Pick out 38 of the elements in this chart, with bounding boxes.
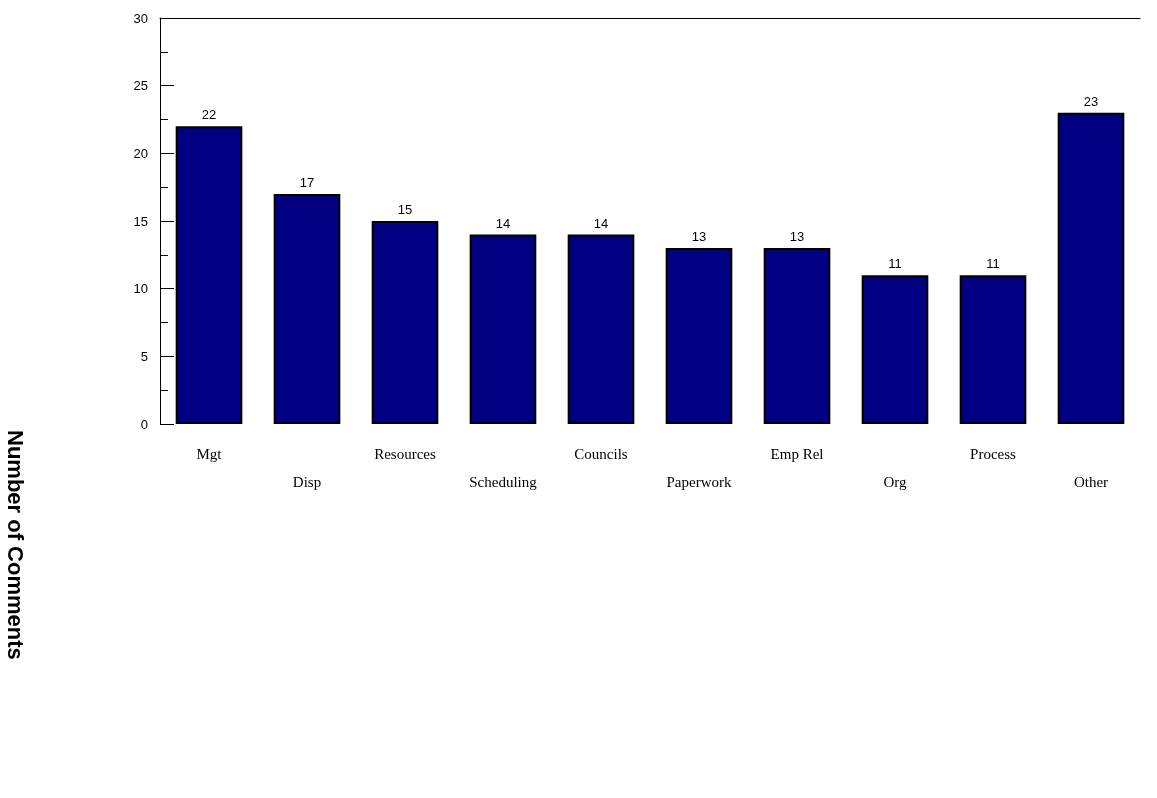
bar [273, 193, 341, 424]
bar [861, 275, 929, 424]
data-label: 13 [691, 229, 707, 245]
data-label: 11 [986, 256, 1000, 272]
y-tick-label: 15 [133, 213, 148, 229]
x-tick-label: Emp Rel [770, 446, 824, 462]
y-tick-label: 5 [140, 348, 148, 364]
data-label: 14 [593, 215, 609, 231]
x-tick-label: Disp [292, 474, 322, 490]
x-tick-label: Mgt [196, 446, 223, 462]
y-tick-label: 20 [133, 145, 148, 161]
x-tick-label: Resources [374, 446, 436, 462]
data-label: 17 [299, 174, 315, 190]
bar [371, 221, 439, 424]
y-tick-label: 25 [133, 78, 148, 94]
data-label: 22 [201, 107, 217, 123]
data-label: 23 [1083, 93, 1099, 109]
data-label: 14 [495, 215, 511, 231]
bar [665, 248, 733, 424]
y-tick-label: 0 [140, 416, 148, 432]
bar [959, 275, 1027, 424]
bar [469, 234, 537, 424]
y-axis-title: Number of Comments [2, 430, 28, 660]
x-tick-label: Scheduling [469, 474, 538, 490]
data-label: 15 [397, 202, 413, 217]
bar [763, 248, 831, 424]
y-tick-label: 10 [133, 281, 148, 297]
bar [175, 126, 243, 424]
data-label: 11 [888, 256, 902, 272]
bar [567, 234, 635, 424]
x-tick-label: Process [970, 446, 1017, 462]
bar [1057, 112, 1125, 424]
data-label: 13 [789, 229, 805, 245]
y-tick-label: 30 [133, 10, 148, 26]
x-tick-label: Other [1073, 474, 1109, 490]
x-tick-label: Councils [574, 446, 628, 462]
x-tick-label: Org [883, 474, 908, 490]
x-tick-label: Paperwork [666, 474, 732, 490]
